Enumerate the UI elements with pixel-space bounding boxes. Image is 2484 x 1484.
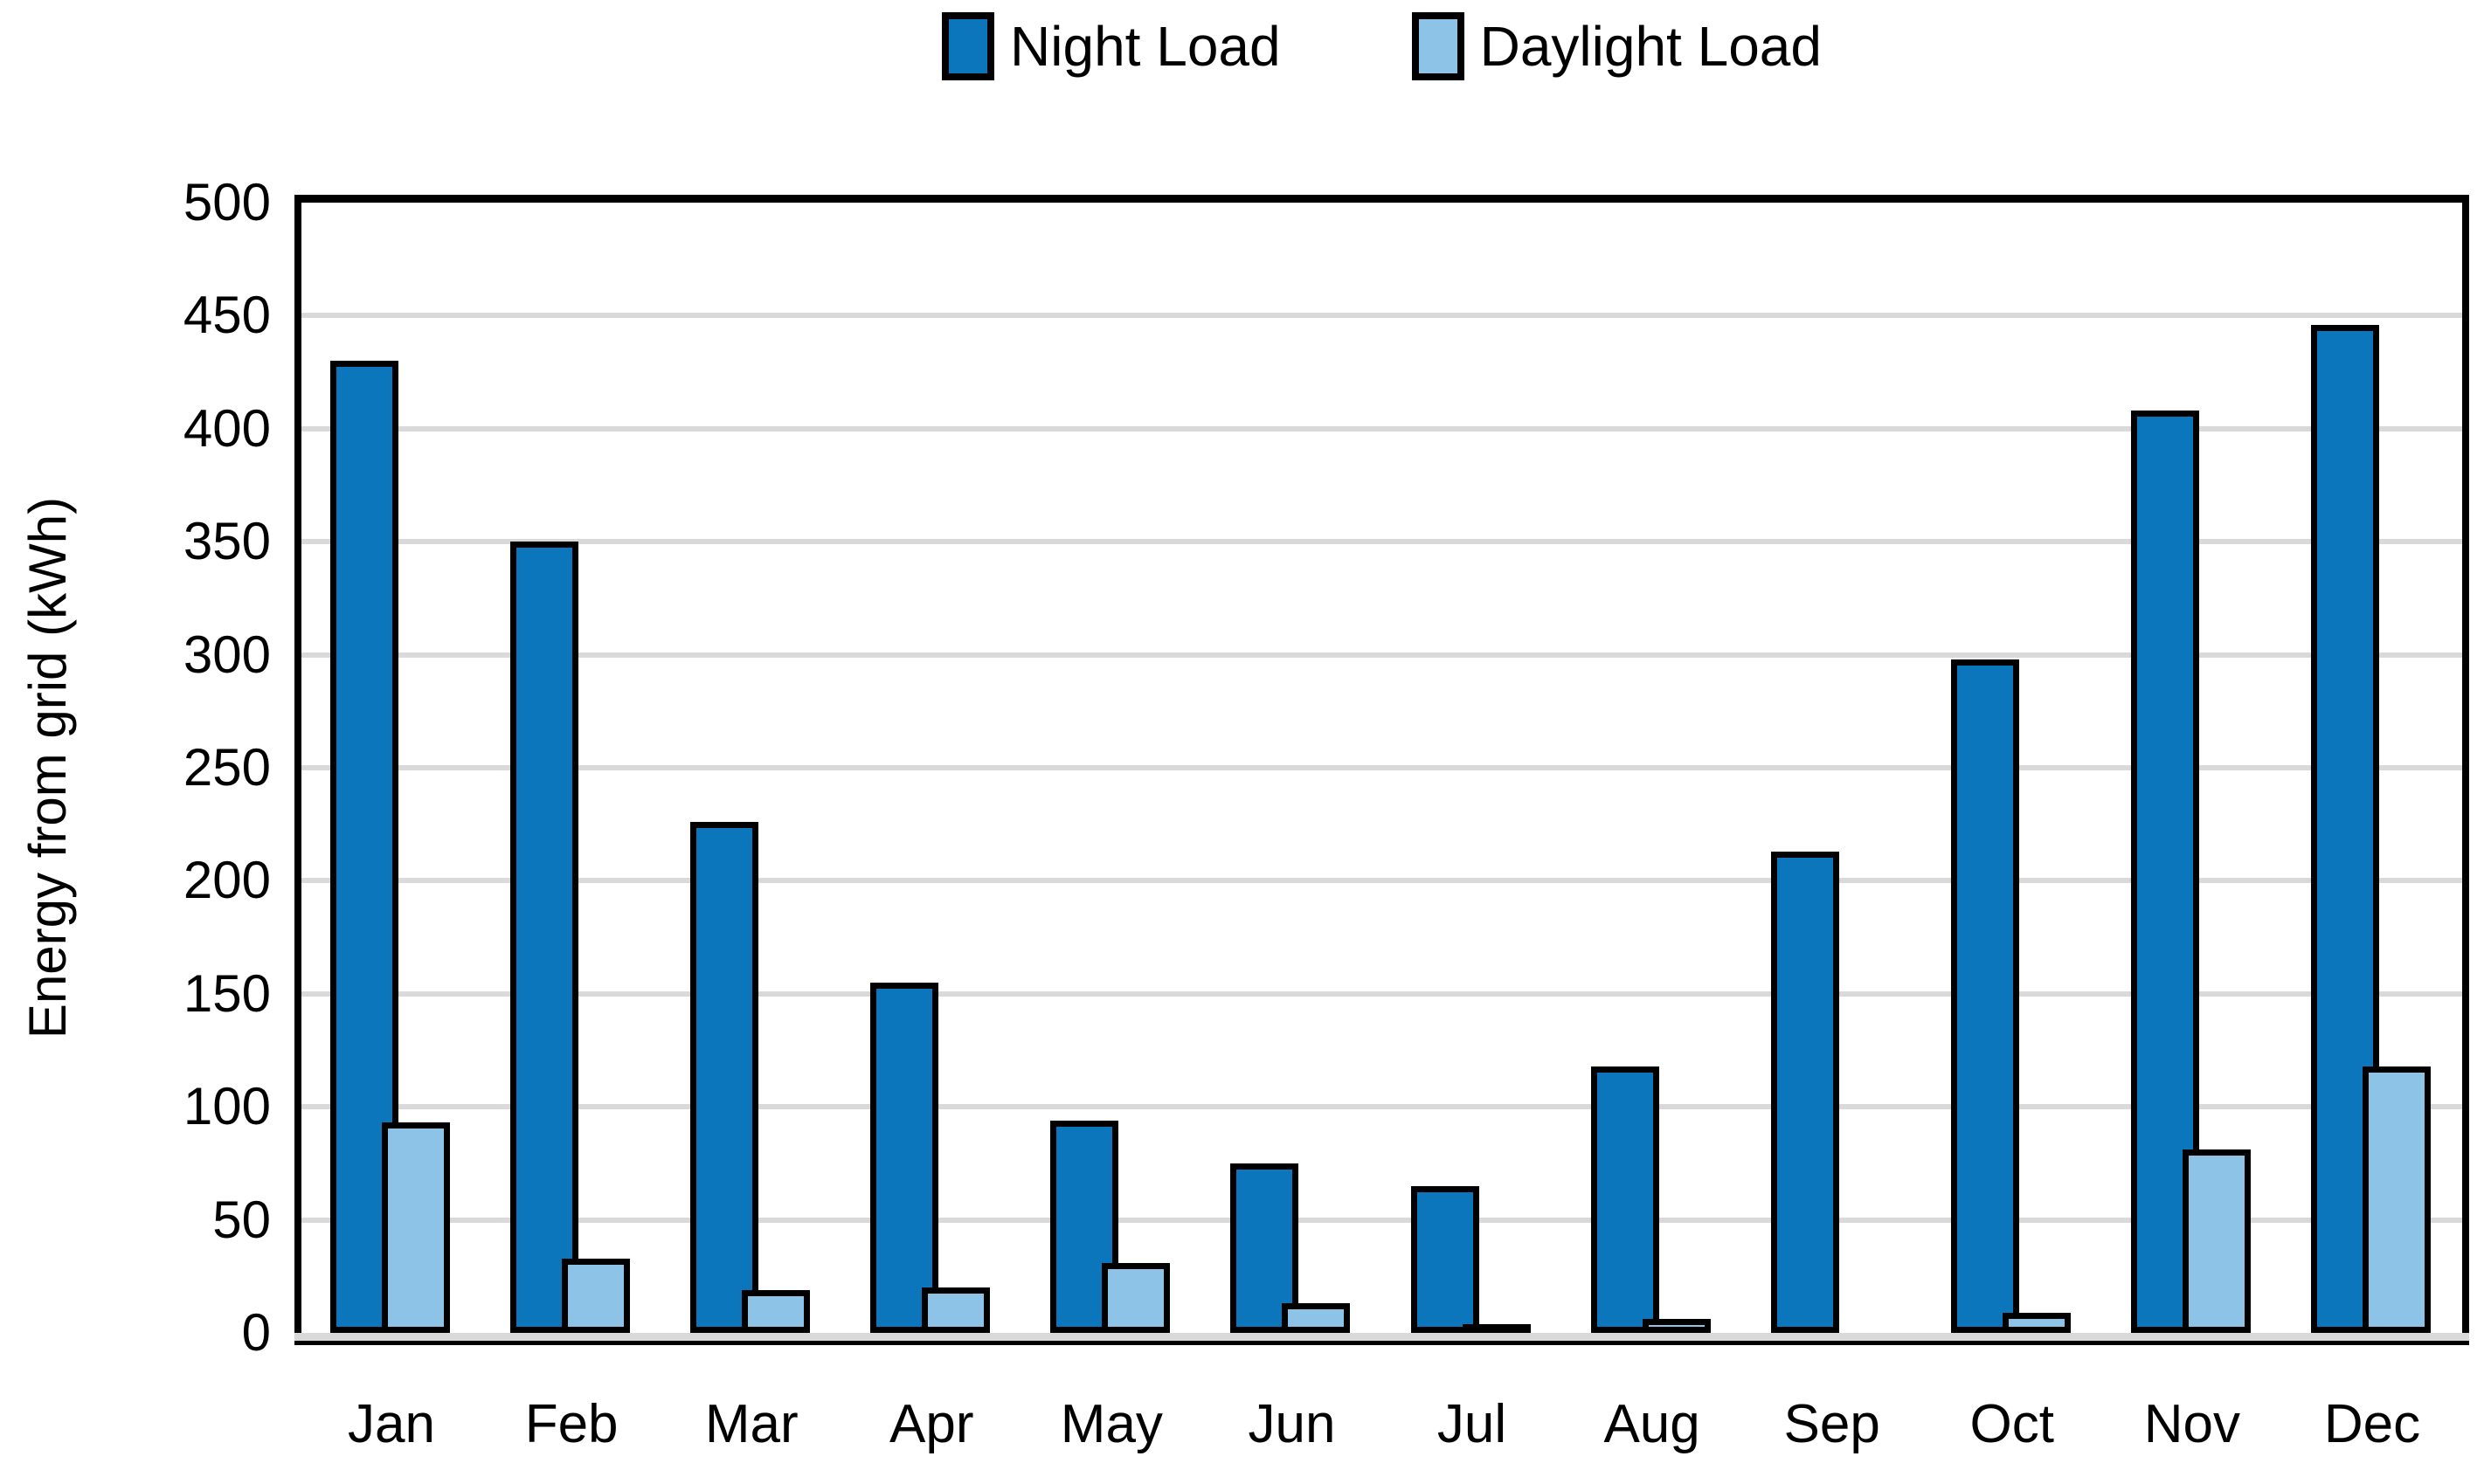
plot-border-top — [294, 195, 2469, 203]
y-tick-label-50: 50 — [212, 1190, 271, 1249]
x-tick-label-jul: Jul — [1436, 1394, 1507, 1454]
daylight-load-bar-apr — [922, 1287, 991, 1333]
gridline-150 — [301, 990, 2462, 997]
y-tick-label-0: 0 — [241, 1303, 271, 1362]
y-tick-label-150: 150 — [183, 963, 271, 1023]
y-tick-label-500: 500 — [183, 173, 271, 231]
gridline-50 — [301, 1217, 2462, 1223]
legend-item-daylight-load: Daylight Load — [1411, 12, 1822, 80]
daylight-load-bar-nov — [2182, 1149, 2251, 1333]
night-load-bar-oct — [1950, 659, 2019, 1333]
plot-border-left — [294, 195, 301, 1341]
daylight-load-bar-jan — [382, 1122, 451, 1333]
daylight-load-bar-jun — [1282, 1303, 1351, 1333]
x-tick-label-feb: Feb — [524, 1394, 619, 1454]
y-tick-label-200: 200 — [183, 851, 271, 910]
x-tick-label-aug: Aug — [1603, 1394, 1700, 1454]
daylight-load-bar-oct — [2002, 1312, 2071, 1333]
gridline-450 — [301, 313, 2462, 319]
night-load-bar-apr — [870, 982, 939, 1333]
x-tick-label-nov: Nov — [2143, 1394, 2240, 1454]
night-load-swatch-icon — [942, 12, 995, 80]
gridline-250 — [301, 765, 2462, 770]
legend-item-night-load: Night Load — [942, 12, 1281, 80]
gridline-100 — [301, 1104, 2462, 1110]
daylight-load-swatch-icon — [1411, 12, 1464, 80]
daylight-load-bar-feb — [562, 1258, 631, 1333]
night-load-bar-sep — [1770, 851, 1839, 1333]
daylight-load-bar-may — [1102, 1262, 1171, 1333]
y-tick-label-300: 300 — [183, 625, 271, 684]
x-tick-label-jun: Jun — [1248, 1394, 1336, 1454]
x-axis-line — [294, 1341, 2469, 1345]
x-axis-band — [294, 1333, 2469, 1341]
daylight-load-bar-dec — [2362, 1066, 2431, 1333]
chart-legend: Night Load Daylight Load — [301, 12, 2462, 80]
gridline-350 — [301, 539, 2462, 545]
gridline-200 — [301, 878, 2462, 884]
x-tick-label-may: May — [1060, 1394, 1163, 1454]
plot-border-right — [2462, 195, 2469, 1341]
night-load-bar-jul — [1410, 1185, 1479, 1333]
x-tick-label-mar: Mar — [704, 1394, 799, 1454]
legend-label-daylight-load: Daylight Load — [1479, 15, 1822, 78]
y-tick-label-400: 400 — [183, 398, 271, 458]
daylight-load-bar-aug — [1642, 1319, 1711, 1333]
night-load-bar-mar — [690, 822, 759, 1333]
gridline-400 — [301, 425, 2462, 431]
night-load-bar-feb — [510, 542, 579, 1333]
y-tick-label-450: 450 — [183, 286, 271, 345]
x-tick-label-sep: Sep — [1783, 1394, 1880, 1454]
x-tick-label-oct: Oct — [1969, 1394, 2054, 1454]
legend-label-night-load: Night Load — [1010, 15, 1281, 78]
daylight-load-bar-mar — [742, 1289, 811, 1333]
x-tick-label-jan: Jan — [348, 1394, 436, 1454]
gridline-300 — [301, 652, 2462, 658]
night-load-bar-aug — [1590, 1066, 1659, 1333]
x-tick-label-dec: Dec — [2323, 1394, 2421, 1454]
y-tick-label-250: 250 — [183, 738, 271, 797]
y-tick-label-100: 100 — [183, 1077, 271, 1136]
y-tick-label-350: 350 — [183, 512, 271, 571]
x-tick-label-apr: Apr — [889, 1394, 974, 1454]
